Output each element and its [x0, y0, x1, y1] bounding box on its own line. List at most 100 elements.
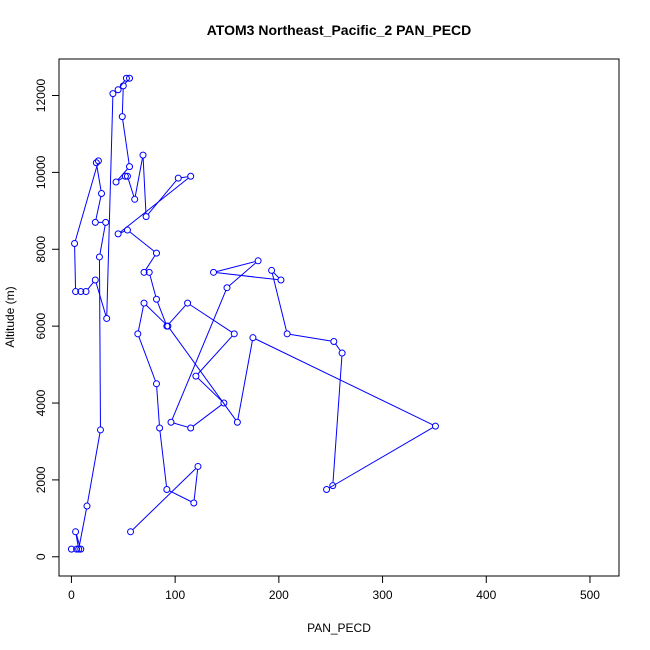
series-segment — [156, 386, 160, 426]
data-point — [126, 163, 134, 171]
data-point — [77, 288, 85, 296]
data-point — [249, 334, 257, 342]
series-segment — [127, 178, 135, 197]
series-segment — [181, 176, 188, 179]
data-point — [145, 268, 153, 276]
data-point — [277, 276, 285, 284]
data-point — [223, 284, 231, 292]
data-point — [96, 426, 104, 434]
data-point — [140, 299, 148, 307]
series-segment — [197, 377, 223, 402]
data-point — [118, 113, 126, 121]
series-segment — [173, 422, 188, 428]
series-segment — [98, 259, 101, 427]
x-tick-label: 0 — [68, 588, 75, 602]
series-segment — [142, 158, 147, 214]
data-point — [431, 422, 439, 430]
series-segment — [169, 328, 237, 421]
series-segment — [216, 261, 256, 273]
series-segment — [134, 157, 143, 197]
series-segment — [87, 432, 101, 504]
y-tick-label: 2000 — [34, 466, 48, 493]
data-point — [71, 240, 79, 248]
data-point — [330, 338, 338, 346]
data-point — [83, 502, 91, 510]
data-point — [140, 268, 148, 276]
series-segment — [192, 404, 222, 427]
data-point — [127, 528, 135, 536]
data-point — [187, 424, 195, 432]
series-segment — [147, 180, 177, 215]
data-point — [142, 213, 150, 221]
series-segment — [168, 304, 186, 325]
series-segment — [122, 119, 130, 164]
series-segment — [189, 304, 233, 333]
data-point — [174, 174, 182, 182]
series-segment — [145, 255, 156, 271]
data-point — [131, 195, 139, 203]
data-point — [190, 499, 198, 507]
series-segment — [75, 534, 79, 547]
series-segment — [335, 343, 341, 351]
series-segment — [157, 301, 167, 324]
data-point — [323, 486, 331, 494]
series-segment — [255, 338, 433, 426]
series-segment — [120, 230, 125, 234]
x-tick-label: 200 — [269, 588, 289, 602]
data-point — [72, 288, 80, 296]
series-segment — [159, 430, 167, 487]
data-point — [194, 462, 202, 470]
series-segment — [96, 165, 102, 191]
data-point — [123, 226, 131, 234]
x-tick-label: 500 — [580, 588, 600, 602]
data-point — [72, 528, 80, 536]
data-series — [67, 74, 439, 553]
data-point — [268, 266, 276, 274]
data-point — [95, 253, 103, 261]
series-segment — [106, 96, 114, 316]
y-tick-label: 0 — [34, 553, 48, 560]
series-segment — [273, 272, 280, 279]
y-tick-label: 4000 — [34, 389, 48, 416]
x-axis: 0 100 200 300 400 500 — [68, 575, 600, 602]
data-point — [192, 372, 200, 380]
data-point — [73, 545, 81, 553]
data-point — [283, 330, 291, 338]
data-point — [119, 82, 127, 90]
series-segment — [78, 508, 87, 547]
data-point — [94, 157, 102, 165]
y-tick-label: 10000 — [34, 155, 48, 189]
x-tick-label: 400 — [476, 588, 496, 602]
series-segment — [138, 336, 156, 382]
data-point — [123, 172, 131, 180]
data-point — [156, 424, 164, 432]
data-point — [126, 74, 134, 82]
y-axis: 0 2000 4000 6000 8000 10000 12000 — [34, 79, 60, 560]
chart-title: ATOM3 Northeast_Pacific_2 PAN_PECD — [207, 22, 472, 38]
series-segment — [120, 177, 189, 233]
data-point — [254, 257, 262, 265]
data-point — [121, 172, 129, 180]
data-point — [187, 172, 195, 180]
series-segment — [290, 333, 331, 342]
data-point — [152, 380, 160, 388]
series-segment — [129, 231, 155, 252]
data-point — [338, 349, 346, 357]
series-segment — [197, 335, 233, 375]
series-segment — [332, 356, 343, 483]
x-tick-label: 100 — [165, 588, 185, 602]
series-segment — [328, 427, 434, 489]
series-segment — [74, 163, 99, 241]
data-point — [109, 90, 117, 98]
series-segment — [87, 282, 94, 290]
series-segment — [121, 88, 124, 114]
data-point — [112, 178, 120, 186]
data-point — [102, 218, 110, 226]
data-point — [329, 482, 337, 490]
series-segment — [228, 262, 257, 287]
series-segment — [171, 290, 227, 420]
data-point — [91, 276, 99, 284]
series-segment — [271, 273, 287, 332]
series-segment — [132, 468, 197, 531]
